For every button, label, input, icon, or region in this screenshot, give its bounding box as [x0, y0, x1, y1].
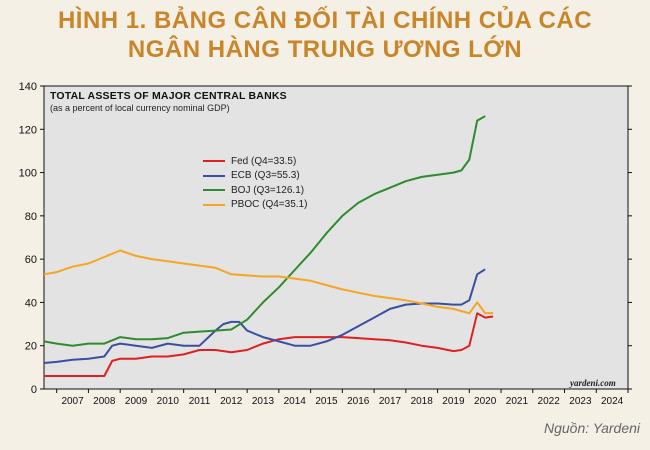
- series-line-boj: [43, 115, 486, 347]
- legend-swatch-pboc: [203, 203, 225, 206]
- watermark: yardeni.com: [570, 378, 616, 388]
- legend-label-fed: Fed (Q4=33.5): [231, 155, 297, 167]
- series-line-pboc: [43, 249, 494, 315]
- legend-swatch-ecb: [203, 174, 225, 177]
- y-tick-label: 120: [19, 124, 37, 136]
- y-tick-label: 140: [19, 81, 37, 93]
- line-chart: 0 20 40 60 80 100 120 140 2007 2008 2009 2010 2011 20…: [19, 81, 632, 407]
- chart-subtitle: (as a percent of local currency nominal …: [50, 103, 230, 113]
- x-tick-label: 2008: [93, 396, 116, 407]
- legend-item-boj: BOJ (Q3=126.1): [203, 183, 307, 198]
- y-tick-label: 20: [25, 341, 37, 353]
- legend-swatch-fed: [203, 160, 225, 163]
- y-tick-label: 40: [25, 297, 37, 309]
- x-tick-label: 2017: [379, 396, 402, 407]
- legend-swatch-boj: [203, 189, 225, 192]
- x-tick-label: 2010: [157, 396, 180, 407]
- page-title-line2: NGÂN HÀNG TRUNG ƯƠNG LỚN: [127, 36, 523, 63]
- x-tick-label: 2021: [506, 396, 529, 407]
- x-tick-label: 2016: [347, 396, 370, 407]
- legend-item-fed: Fed (Q4=33.5): [203, 154, 307, 169]
- x-tick-label: 2024: [601, 396, 624, 407]
- x-tick-label: 2013: [252, 396, 275, 407]
- chart-title: TOTAL ASSETS OF MAJOR CENTRAL BANKS: [50, 90, 287, 102]
- x-tick-label: 2015: [315, 396, 338, 407]
- chart-panel: 0 20 40 60 80 100 120 140 2007 2008 2009 2010 2011 20…: [0, 80, 650, 410]
- y-tick-label: 80: [25, 211, 37, 223]
- y-tick-label: 60: [25, 254, 37, 266]
- legend-label-ecb: ECB (Q3=55.3): [231, 170, 300, 182]
- x-tick-label: 2019: [442, 396, 465, 407]
- legend-label-boj: BOJ (Q3=126.1): [231, 184, 305, 196]
- x-tick-label: 2011: [189, 396, 211, 407]
- source-caption: Nguồn: Yardeni: [544, 420, 640, 436]
- x-tick-label: 2014: [284, 396, 307, 407]
- x-tick-label: 2009: [125, 396, 148, 407]
- page-title-line1: HÌNH 1. BẢNG CÂN ĐỐI TÀI CHÍNH CỦA CÁC: [57, 7, 593, 34]
- y-tick-label: 0: [31, 384, 37, 396]
- x-tick-label: 2020: [474, 396, 497, 407]
- chart-legend: Fed (Q4=33.5) ECB (Q3=55.3) BOJ (Q3=126.…: [203, 154, 307, 212]
- series-line-fed: [44, 312, 494, 377]
- legend-item-pboc: PBOC (Q4=35.1): [203, 198, 307, 213]
- x-tick-label: 2022: [538, 396, 561, 407]
- page-title: HÌNH 1. BẢNG CÂN ĐỐI TÀI CHÍNH CỦA CÁC N…: [0, 6, 650, 64]
- series-line-ecb: [43, 268, 486, 364]
- x-tick-label: 2012: [220, 396, 243, 407]
- legend-item-ecb: ECB (Q3=55.3): [203, 169, 307, 184]
- x-tick-label: 2007: [61, 396, 84, 407]
- x-tick-label: 2018: [411, 396, 434, 407]
- legend-label-pboc: PBOC (Q4=35.1): [231, 199, 308, 211]
- plot-area: [43, 85, 629, 390]
- y-tick-label: 100: [19, 168, 37, 180]
- x-tick-label: 2023: [569, 396, 592, 407]
